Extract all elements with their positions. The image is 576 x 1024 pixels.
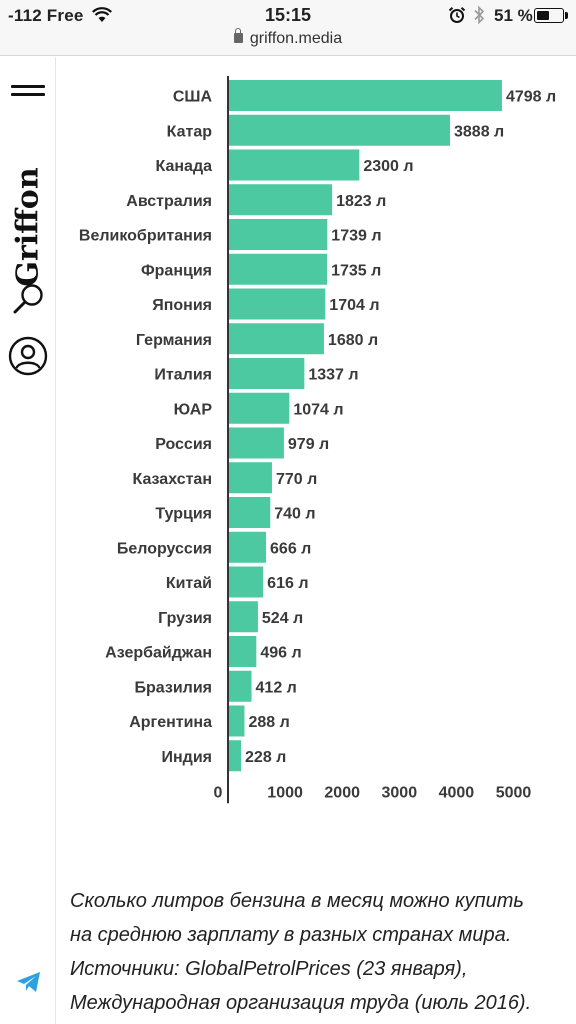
address-bar[interactable]: griffon.media — [0, 28, 576, 48]
bar-chart: США 4798 л Катар 3888 л Канада 2300 л Австрали… — [79, 76, 556, 804]
category-label: Бразилия — [135, 679, 213, 696]
bar — [228, 705, 245, 737]
category-label: Австралия — [126, 193, 212, 210]
battery-nub — [565, 12, 568, 19]
category-label: ЮАР — [174, 401, 213, 418]
logo[interactable]: Griffon — [0, 152, 56, 302]
bar — [228, 601, 258, 633]
value-label: 740 л — [274, 506, 315, 523]
category-label: Казахстан — [133, 471, 213, 488]
url-text: griffon.media — [249, 30, 343, 47]
x-tick-label: 3000 — [382, 784, 418, 801]
category-label: Франция — [141, 262, 212, 279]
x-tick-label: 2000 — [324, 784, 360, 801]
battery-icon — [534, 8, 564, 23]
bar — [228, 80, 502, 111]
bar — [228, 149, 360, 181]
caption-line: Источники: GlobalPetrolPrices (23 января… — [70, 958, 468, 980]
bar — [228, 462, 272, 494]
bar — [228, 531, 267, 563]
value-label: 3888 л — [454, 123, 504, 140]
search-icon[interactable] — [12, 282, 46, 316]
clock: 15:15 — [264, 5, 312, 25]
caption-line: Сколько литров бензина в месяц можно куп… — [70, 890, 524, 912]
bar — [228, 497, 271, 528]
bar — [228, 636, 257, 667]
logo-text: Griffon — [10, 167, 46, 287]
value-label: 616 л — [267, 575, 308, 592]
category-label: Аргентина — [129, 714, 212, 731]
bluetooth-icon — [474, 5, 485, 25]
chart-caption: Сколько литров бензина в месяц можно куп… — [70, 884, 566, 1020]
value-label: 1337 л — [308, 367, 358, 384]
value-label: 1739 л — [331, 228, 381, 245]
value-label: 1074 л — [293, 401, 343, 418]
category-label: США — [173, 89, 213, 106]
caption-line: Международная организация труда (июль 20… — [70, 992, 532, 1014]
category-label: Россия — [155, 436, 212, 453]
category-label: Грузия — [158, 610, 212, 627]
user-icon[interactable] — [8, 336, 48, 376]
x-tick-label: 4000 — [439, 784, 475, 801]
value-label: 412 л — [256, 679, 297, 696]
category-label: Катар — [167, 123, 213, 140]
category-label: Турция — [155, 506, 212, 523]
bar — [228, 323, 324, 355]
bar — [228, 392, 290, 424]
caption-line: на среднюю зарплату в разных странах мир… — [70, 924, 512, 946]
wifi-icon — [92, 7, 112, 22]
category-label: Великобритания — [79, 228, 212, 245]
bar — [228, 358, 305, 389]
value-label: 524 л — [262, 610, 303, 627]
bar — [228, 114, 451, 146]
bar — [228, 566, 264, 598]
value-label: 4798 л — [506, 89, 556, 106]
value-label: 2300 л — [363, 158, 413, 175]
category-label: Китай — [166, 575, 212, 592]
value-label: 979 л — [288, 436, 329, 453]
bar — [228, 288, 326, 320]
sidebar: Griffon — [0, 57, 56, 1024]
value-label: 666 л — [270, 540, 311, 557]
status-bar: -112 Free 15:15 51 % griffon.media — [0, 0, 576, 56]
menu-icon[interactable] — [11, 85, 45, 97]
value-label: 496 л — [260, 645, 301, 662]
value-label: 1704 л — [329, 297, 379, 314]
value-label: 1823 л — [336, 193, 386, 210]
bar — [228, 253, 328, 285]
value-label: 228 л — [245, 749, 286, 766]
value-label: 288 л — [248, 714, 289, 731]
category-label: Германия — [136, 332, 212, 349]
bar — [228, 670, 252, 702]
x-tick-label: 5000 — [496, 784, 532, 801]
carrier-signal: -112 Free — [8, 6, 84, 25]
lock-icon — [233, 28, 243, 43]
battery-percent: 51 % — [494, 6, 533, 25]
x-tick-label: 0 — [214, 784, 223, 801]
category-label: Азербайджан — [105, 645, 212, 662]
category-label: Индия — [162, 749, 213, 766]
alarm-icon — [448, 7, 466, 23]
category-label: Белоруссия — [117, 540, 212, 557]
bar — [228, 219, 328, 250]
bar — [228, 184, 333, 216]
value-label: 1680 л — [328, 332, 378, 349]
telegram-icon[interactable] — [16, 971, 42, 993]
bar — [228, 740, 242, 772]
value-label: 1735 л — [331, 262, 381, 279]
x-tick-label: 1000 — [267, 784, 303, 801]
category-label: Япония — [152, 297, 212, 314]
category-label: Канада — [156, 158, 213, 175]
value-label: 770 л — [276, 471, 317, 488]
bar — [228, 427, 284, 459]
category-label: Италия — [154, 367, 212, 384]
